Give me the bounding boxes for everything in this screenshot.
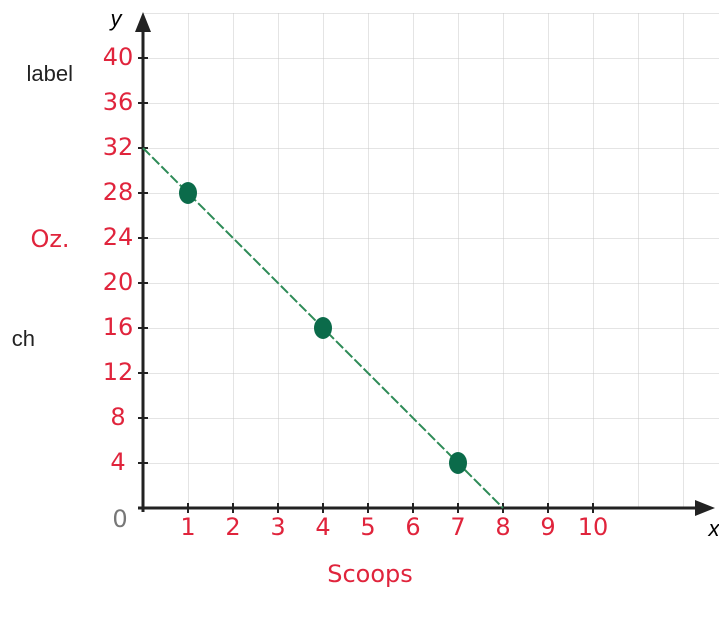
x-tick-label: 5 — [360, 513, 375, 541]
x-tick-label: 2 — [225, 513, 240, 541]
y-tick-label: 4 — [110, 448, 125, 476]
y-tick-label: 36 — [103, 88, 134, 116]
y-tick-label: 32 — [103, 133, 134, 161]
origin-label: 0 — [112, 505, 127, 533]
x-letter: x — [708, 516, 719, 541]
point — [449, 452, 467, 474]
y-tick-label: 8 — [110, 403, 125, 431]
x-axis-title: Scoops — [327, 560, 413, 588]
y-tick-label: 20 — [103, 268, 134, 296]
y-tick-label: 16 — [103, 313, 134, 341]
x-tick-label: 8 — [495, 513, 510, 541]
y-tick-label: 28 — [103, 178, 134, 206]
grid — [143, 13, 719, 508]
y-tick-label: 12 — [103, 358, 134, 386]
x-tick-label: 6 — [405, 513, 420, 541]
point — [314, 317, 332, 339]
point — [179, 182, 197, 204]
side-text: label — [27, 61, 73, 86]
y-letter: y — [109, 6, 124, 31]
chart: y x 0 label ch Oz. Scoops 48121620242832… — [0, 0, 719, 618]
y-tick-label: 40 — [103, 43, 134, 71]
x-tick-label: 4 — [315, 513, 330, 541]
x-tick-label: 7 — [450, 513, 465, 541]
y-tick-label: 24 — [103, 223, 134, 251]
x-tick-label: 1 — [180, 513, 195, 541]
x-tick-label: 10 — [578, 513, 609, 541]
x-tick-label: 9 — [540, 513, 555, 541]
y-axis-title: Oz. — [30, 225, 69, 253]
x-tick-label: 3 — [270, 513, 285, 541]
side-text: ch — [12, 326, 35, 351]
